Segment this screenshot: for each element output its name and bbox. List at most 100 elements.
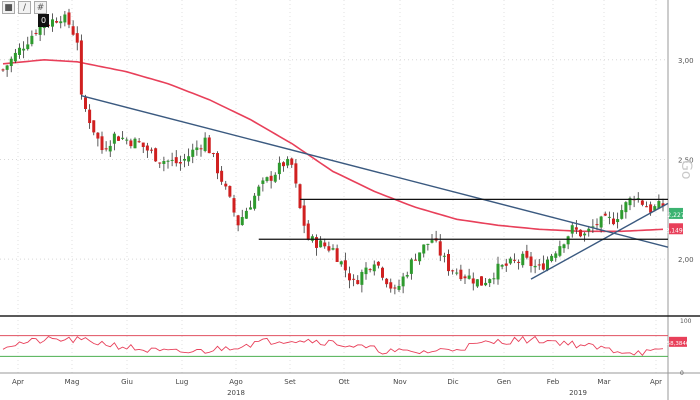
candle-up (533, 265, 537, 268)
tool-draw-button[interactable]: / (18, 1, 31, 14)
candle-up (166, 160, 170, 162)
candle-up (265, 177, 269, 181)
candle-down (228, 186, 232, 197)
candle-down (504, 263, 508, 266)
candle-up (203, 137, 207, 151)
candle-up (405, 275, 409, 277)
ma-value-badge (669, 223, 683, 235)
candle-down (232, 198, 236, 213)
candle-up (442, 255, 446, 257)
y-tick-label: 2,50 (678, 156, 694, 164)
candle-up (496, 263, 500, 280)
candle-down (447, 254, 450, 272)
x-tick-label: Apr (12, 378, 24, 386)
candle-up (397, 285, 401, 290)
x-tick-label: Mar (597, 378, 610, 386)
candle-down (537, 264, 541, 266)
candle-up (607, 216, 611, 218)
candle-up (249, 207, 252, 210)
candle-down (579, 229, 582, 237)
candle-down (294, 163, 298, 184)
trendline-down (81, 95, 669, 248)
candle-up (5, 65, 9, 70)
candle-up (521, 253, 525, 266)
ma-value-label: 2,1498 (666, 227, 687, 234)
candle-down (137, 141, 141, 143)
candle-up (500, 265, 504, 267)
x-tick-label: Nov (393, 378, 407, 386)
candle-down (96, 132, 100, 139)
candle-down (414, 259, 417, 261)
candle-up (112, 133, 116, 144)
candle-up (310, 236, 314, 241)
candle-down (541, 263, 545, 270)
candle-down (343, 260, 347, 271)
x-tick-label: Set (284, 378, 296, 386)
candle-down (315, 237, 318, 248)
candle-down (517, 261, 521, 263)
x-tick-label: Lug (176, 378, 189, 386)
candle-down (327, 246, 331, 251)
candle-down (376, 261, 380, 266)
y-tick-label: 3,00 (678, 57, 694, 65)
candle-down (381, 267, 384, 278)
candle-down (298, 184, 302, 209)
candle-down (145, 145, 149, 151)
tool-grid-button[interactable]: # (34, 1, 47, 14)
candle-up (430, 240, 434, 243)
candle-up (42, 27, 46, 29)
candle-up (108, 145, 112, 152)
last-price-badge (669, 207, 683, 219)
candle-up (409, 259, 413, 274)
candle-down (269, 175, 273, 181)
candle-down (529, 256, 533, 267)
candle-down (603, 213, 607, 216)
pencil-icon: / (22, 3, 27, 13)
candle-up (9, 58, 13, 67)
rsi-tick-label: 0 (680, 370, 684, 377)
x-tick-label: Ott (339, 378, 350, 386)
candle-up (170, 159, 174, 161)
candle-down (574, 227, 578, 230)
candle-down (649, 204, 653, 213)
x-tick-label: Apr (650, 378, 662, 386)
candle-down (389, 282, 393, 289)
tool-square-button[interactable]: ■ (2, 1, 15, 14)
candle-down (178, 161, 182, 164)
candle-up (63, 14, 67, 23)
trendline-up (530, 202, 669, 280)
candle-up (38, 27, 42, 35)
candle-up (628, 198, 632, 206)
candle-down (480, 276, 483, 286)
candle-down (525, 250, 529, 258)
candle-down (459, 269, 463, 280)
candle-down (661, 203, 665, 207)
candle-down (352, 278, 356, 280)
candle-up (286, 158, 290, 166)
square-icon: ■ (4, 3, 13, 13)
candle-up (508, 258, 512, 264)
candle-down (595, 224, 599, 226)
candle-up (554, 253, 558, 258)
candle-up (191, 149, 195, 157)
candle-up (591, 226, 595, 228)
candle-up (467, 275, 471, 279)
candle-down (463, 276, 467, 279)
x-year-label: 2018 (227, 389, 245, 397)
candle-down (84, 97, 87, 109)
candle-down (150, 149, 153, 151)
candle-up (51, 19, 54, 27)
candle-up (599, 216, 603, 228)
candle-down (323, 242, 327, 247)
grid-icon: # (36, 3, 45, 13)
candle-down (368, 269, 372, 271)
candle-down (645, 206, 648, 208)
candle-up (372, 264, 376, 272)
candle-up (273, 174, 277, 182)
candle-up (624, 202, 628, 213)
candle-up (653, 206, 657, 211)
candle-up (244, 210, 248, 219)
candle-up (562, 244, 566, 249)
